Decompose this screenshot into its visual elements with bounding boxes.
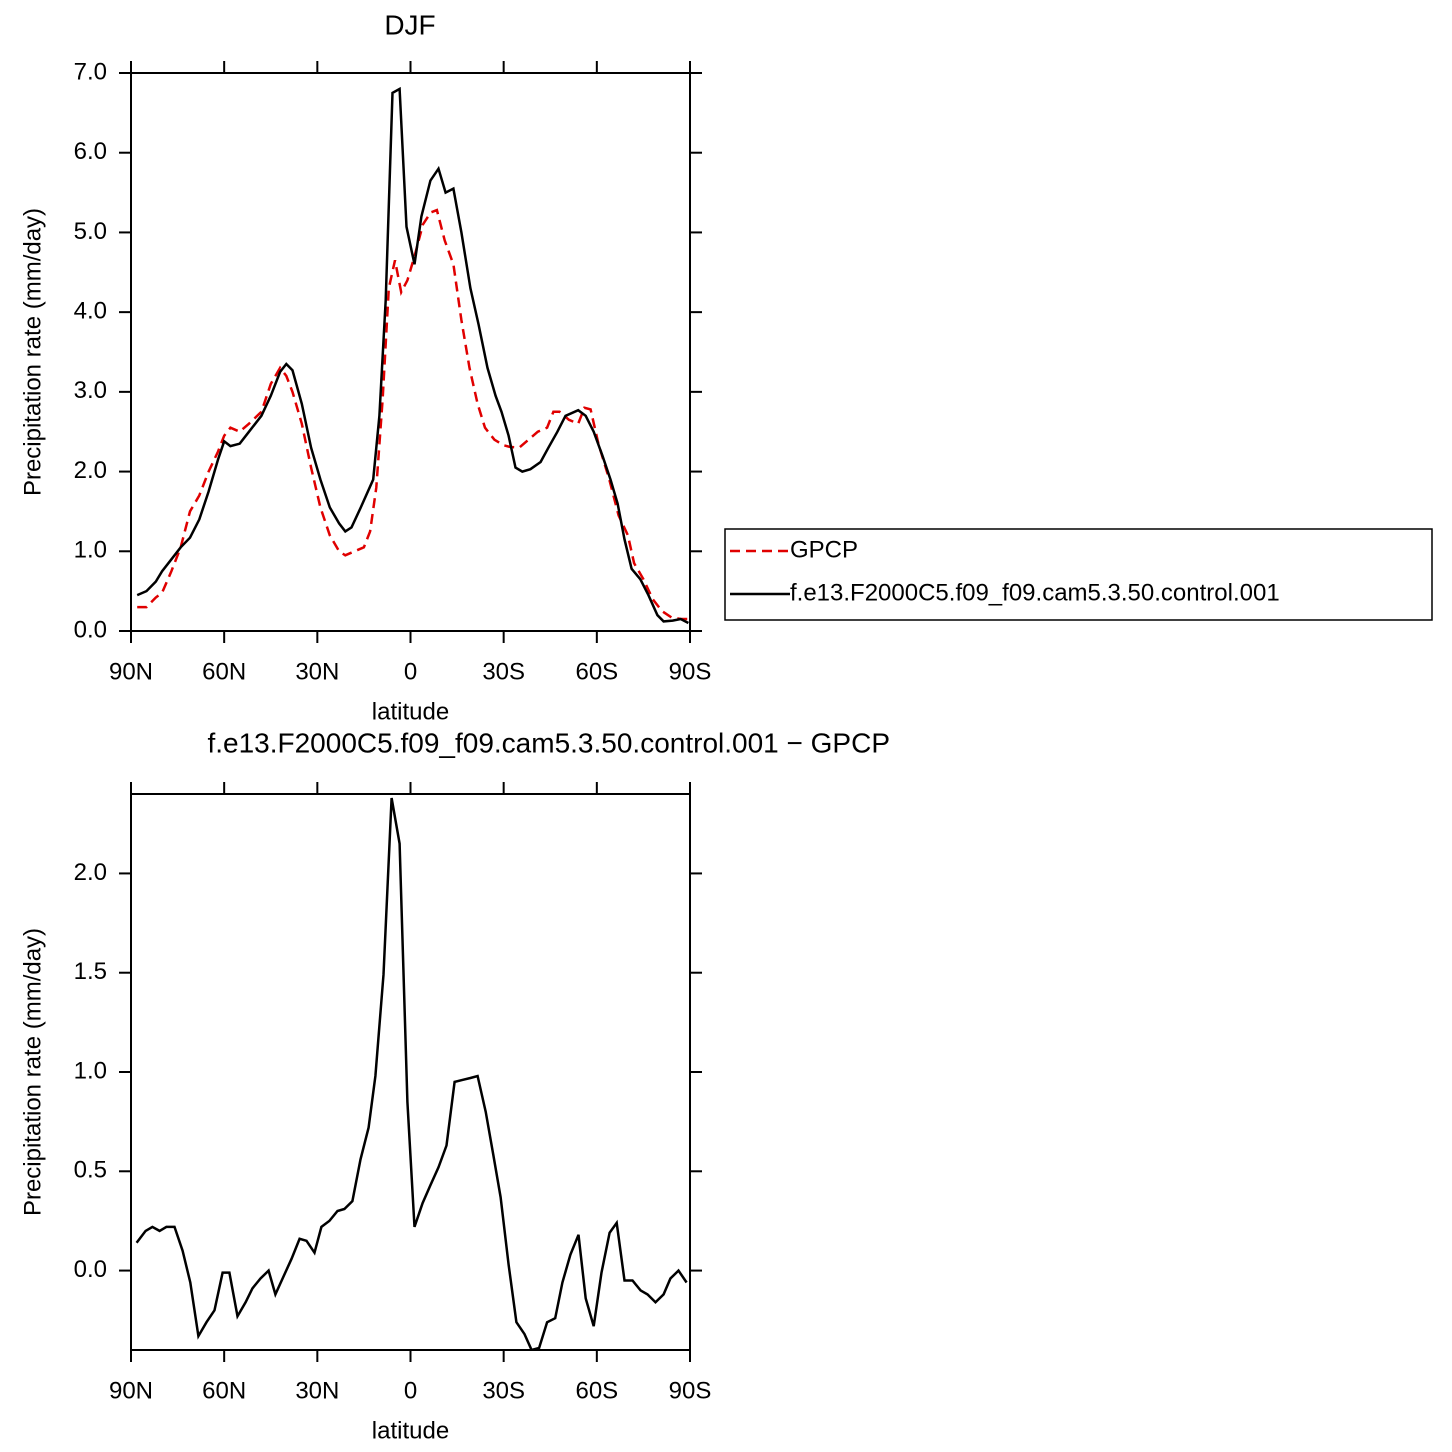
plot-frame: [130, 72, 691, 632]
x-tick-label: 90N: [109, 658, 153, 685]
x-tick-label: 60S: [575, 658, 618, 685]
y-tick-label: 5.0: [74, 218, 107, 245]
x-tick-label: 60S: [575, 1377, 618, 1404]
x-tick-label: 90N: [109, 1377, 153, 1404]
x-tick-label: 0: [404, 1377, 417, 1404]
plot-frame: [130, 793, 691, 1351]
y-tick-label: 0.5: [74, 1157, 107, 1184]
chart-title: DJF: [384, 9, 435, 40]
y-tick-label: 0.0: [74, 1256, 107, 1283]
y-tick-label: 7.0: [74, 58, 107, 85]
legend-label: GPCP: [790, 536, 858, 563]
legend-box: [724, 528, 1433, 621]
y-axis-label: Precipitation rate (mm/day): [19, 928, 46, 1216]
y-axis-label: Precipitation rate (mm/day): [19, 208, 46, 496]
x-tick-label: 90S: [669, 1377, 712, 1404]
series-line: [137, 208, 689, 621]
plot-area: [136, 86, 689, 625]
chart-title: f.e13.F2000C5.f09_f09.cam5.3.50.control.…: [207, 727, 890, 758]
y-tick-label: 1.0: [74, 1057, 107, 1084]
legend-label: f.e13.F2000C5.f09_f09.cam5.3.50.control.…: [790, 579, 1280, 606]
y-tick-label: 3.0: [74, 377, 107, 404]
plot-area: [135, 797, 688, 1350]
x-tick-label: 30S: [482, 1377, 525, 1404]
x-tick-label: 30N: [295, 1377, 339, 1404]
x-tick-label: 60N: [202, 658, 246, 685]
x-tick-label: 0: [404, 658, 417, 685]
y-tick-label: 0.0: [74, 616, 107, 643]
series-line: [136, 86, 689, 625]
y-tick-label: 1.0: [74, 537, 107, 564]
y-tick-label: 2.0: [74, 457, 107, 484]
y-tick-label: 1.5: [74, 958, 107, 985]
y-tick-label: 2.0: [74, 859, 107, 886]
x-tick-label: 60N: [202, 1377, 246, 1404]
x-axis-label: latitude: [372, 698, 449, 725]
x-axis-label: latitude: [372, 1417, 449, 1444]
y-tick-label: 4.0: [74, 297, 107, 324]
x-tick-label: 30N: [295, 658, 339, 685]
y-tick-label: 6.0: [74, 138, 107, 165]
x-tick-label: 90S: [669, 658, 712, 685]
difference-line: [135, 797, 688, 1350]
x-tick-label: 30S: [482, 658, 525, 685]
